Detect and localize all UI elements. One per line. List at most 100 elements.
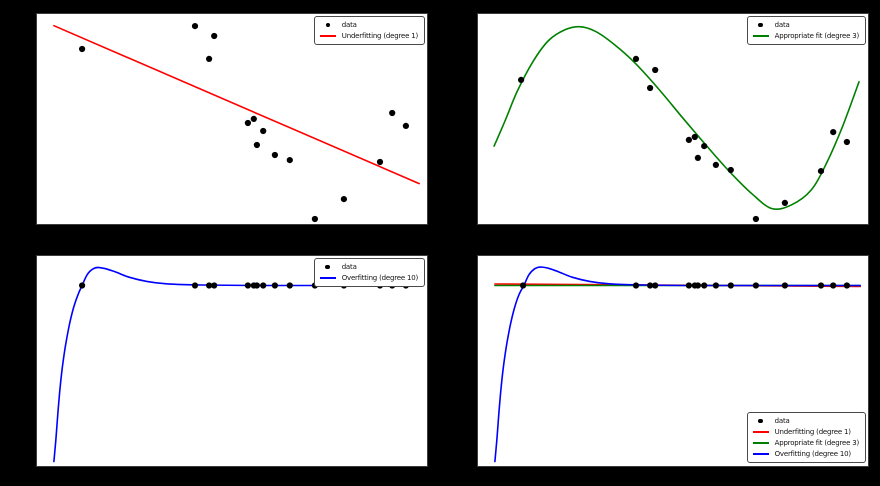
line-swatch <box>319 35 336 37</box>
legend-entry: Underfitting (degree 1) <box>319 31 418 41</box>
scatter-point <box>286 157 293 164</box>
legend-line-icon <box>752 32 769 40</box>
scatter-point <box>520 282 527 289</box>
legend-line-icon <box>752 439 769 447</box>
scatter-point <box>271 282 278 289</box>
scatter-point <box>830 129 837 136</box>
scatter-point <box>685 136 692 143</box>
subplot-top-right: data Appropriate fit (degree 3) <box>477 13 869 225</box>
scatter-point <box>712 161 719 168</box>
data-point-icon <box>758 418 763 424</box>
data-point-icon <box>758 22 763 28</box>
scatter-point <box>340 196 347 203</box>
scatter-point <box>632 282 640 289</box>
line-swatch <box>752 453 769 455</box>
legend-label: Underfitting (degree 1) <box>774 428 851 436</box>
legend-entry: data <box>753 416 859 426</box>
scatter-point <box>402 122 409 129</box>
plot-canvas-top-right <box>493 25 860 223</box>
scatter-point <box>712 282 719 289</box>
scatter-point <box>311 215 318 223</box>
scatter-point <box>701 143 708 150</box>
legend-label: data <box>341 263 357 271</box>
legend-bottom-left: data Overfitting (degree 10) <box>313 258 425 287</box>
scatter-point <box>701 282 708 289</box>
legend-label: Underfitting (degree 1) <box>341 32 418 40</box>
scatter-point <box>727 282 734 289</box>
scatter-point <box>244 119 251 127</box>
legend-entry: data <box>753 20 859 30</box>
scatter-point <box>376 158 384 166</box>
plot-canvas-bottom-left <box>53 266 420 463</box>
legend-marker-icon <box>320 21 336 29</box>
legend-label: data <box>341 21 357 29</box>
scatter-point <box>652 66 659 74</box>
scatter-point <box>260 127 267 135</box>
scatter-point <box>691 133 698 141</box>
legend-label: data <box>774 417 790 425</box>
overfit-line <box>494 266 861 463</box>
scatter-point <box>830 282 837 289</box>
goodfit-line <box>493 25 860 211</box>
scatter-point <box>817 168 825 175</box>
legend-line-icon <box>319 274 336 282</box>
scatter-point <box>211 282 218 289</box>
scatter-point <box>781 282 788 289</box>
legend-top-right: data Appropriate fit (degree 3) <box>746 16 866 45</box>
scatter-point <box>781 199 788 206</box>
legend-label: Overfitting (degree 10) <box>774 450 852 458</box>
legend-entry: Underfitting (degree 1) <box>752 427 859 437</box>
overfit-line <box>53 266 420 463</box>
scatter-point <box>79 282 86 289</box>
legend-top-left: data Underfitting (degree 1) <box>313 16 425 45</box>
legend-label: data <box>774 21 790 29</box>
scatter-point <box>253 282 260 289</box>
scatter-point <box>244 282 251 289</box>
legend-marker-icon <box>753 21 769 29</box>
scatter-point <box>843 138 850 146</box>
legend-line-icon <box>319 32 336 40</box>
scatter-point <box>652 282 659 289</box>
scatter-point <box>817 282 825 289</box>
legend-entry: Appropriate fit (degree 3) <box>752 438 860 448</box>
scatter-point <box>211 32 218 40</box>
scatter-point <box>647 282 654 289</box>
legend-marker-icon <box>753 417 769 425</box>
scatter-point <box>253 141 260 149</box>
scatter-point <box>79 45 86 53</box>
legend-entry: Overfitting (degree 10) <box>752 449 859 459</box>
plot-canvas-bottom-right <box>494 266 861 463</box>
scatter-point <box>286 282 293 289</box>
scatter-point <box>250 115 257 122</box>
scatter-point <box>685 282 692 289</box>
line-swatch <box>319 277 336 279</box>
plot-canvas-top-left <box>53 23 420 223</box>
legend-label: Appropriate fit (degree 3) <box>774 32 860 40</box>
legend-entry: Appropriate fit (degree 3) <box>752 31 860 41</box>
legend-entry: data <box>320 20 418 30</box>
line-swatch <box>752 431 769 433</box>
scatter-point <box>727 166 734 174</box>
scatter-point <box>647 84 654 92</box>
legend-entry: Overfitting (degree 10) <box>319 273 419 283</box>
legend-label: Appropriate fit (degree 3) <box>774 439 860 447</box>
scatter-point <box>206 55 213 63</box>
scatter-point <box>271 151 278 159</box>
line-swatch <box>752 442 769 444</box>
legend-label: Overfitting (degree 10) <box>341 274 419 282</box>
underfit-line <box>53 24 420 185</box>
scatter-point <box>694 282 701 289</box>
subplot-top-left: data Underfitting (degree 1) <box>36 13 428 225</box>
legend-marker-icon <box>320 263 336 271</box>
scatter-point <box>191 282 199 289</box>
scatter-point <box>260 282 267 289</box>
subplot-bottom-left: data Overfitting (degree 10) <box>36 255 428 467</box>
legend-bottom-right: data Underfitting (degree 1) Appropriate f… <box>746 412 866 463</box>
scatter-point <box>843 282 850 289</box>
scatter-point <box>389 109 396 117</box>
scatter-point <box>632 55 640 63</box>
scatter-point <box>752 282 759 289</box>
line-swatch <box>752 35 769 37</box>
data-point-icon <box>325 264 330 270</box>
legend-line-icon <box>752 428 769 436</box>
